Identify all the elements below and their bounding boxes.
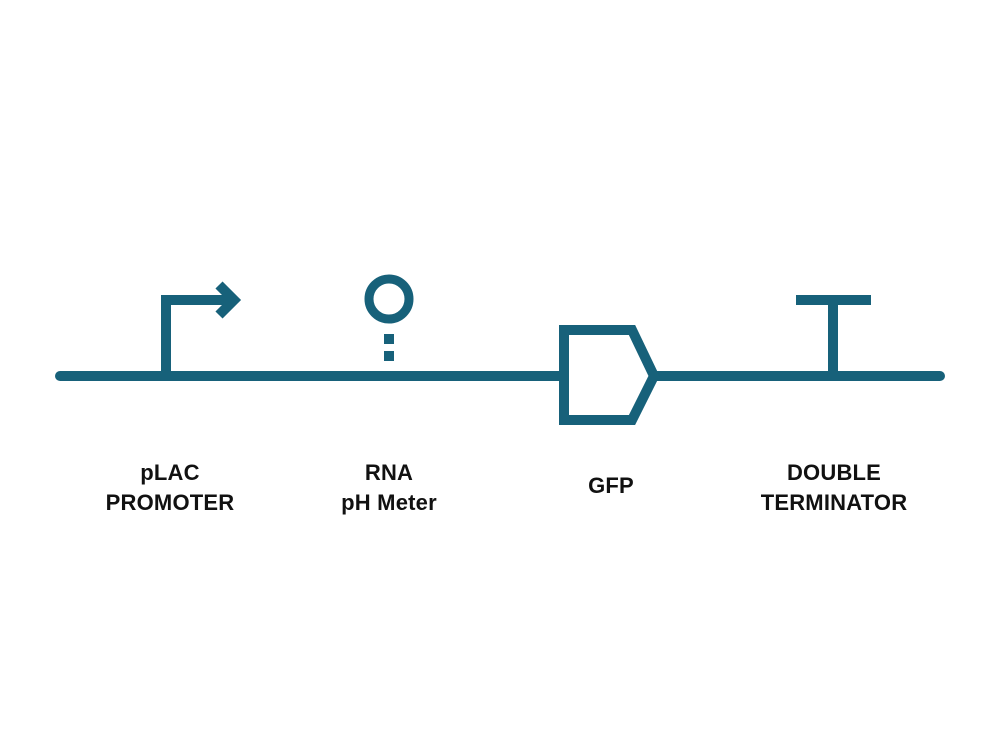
promoter-arrow-icon — [161, 281, 242, 376]
rna-sensor-label: RNA pH Meter — [269, 458, 509, 518]
promoter-label-line-1: pLAC — [140, 460, 200, 485]
rna-sensor-label-line-1: RNA — [364, 460, 414, 485]
promoter-label-line-2: PROMOTER — [105, 490, 235, 515]
rna-sensor-icon — [364, 274, 414, 361]
promoter-label: pLAC PROMOTER — [50, 458, 290, 518]
terminator-t-icon — [796, 295, 871, 376]
cds-pentagon-icon — [559, 325, 660, 425]
rna-sensor-label-line-2: pH Meter — [341, 490, 437, 515]
terminator-label-line-2: TERMINATOR — [760, 490, 908, 515]
cds-label: GFP — [491, 471, 731, 501]
rna-sensor-dash-1 — [384, 334, 394, 344]
rna-sensor-circle — [364, 274, 414, 324]
cds-label-line-1: GFP — [588, 473, 634, 498]
terminator-label-line-1: DOUBLE — [786, 460, 882, 485]
rna-sensor-dash-2 — [384, 351, 394, 361]
terminator-label: DOUBLE TERMINATOR — [714, 458, 954, 518]
